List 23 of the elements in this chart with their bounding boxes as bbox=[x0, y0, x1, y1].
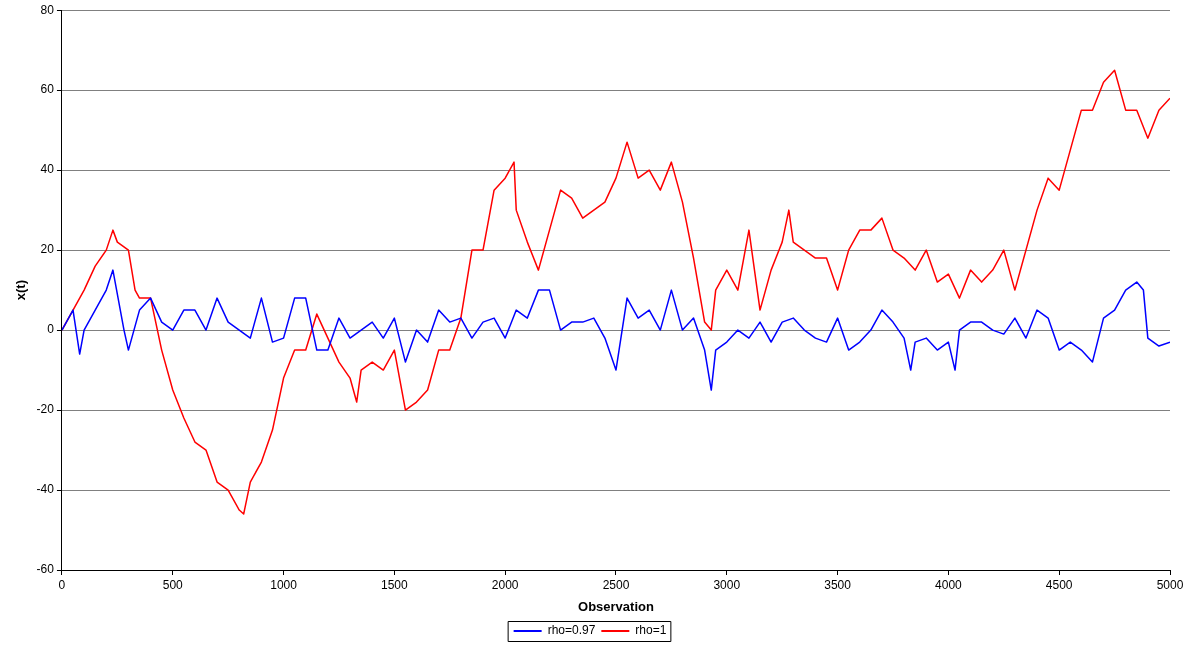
y-tick-label: 80 bbox=[40, 2, 55, 17]
x-tick-label: 2000 bbox=[491, 577, 519, 592]
x-tick-label: 2500 bbox=[602, 577, 630, 592]
x-tick-label: 1500 bbox=[381, 577, 409, 592]
x-axis-title: Observation bbox=[578, 598, 654, 614]
y-tick-label: 20 bbox=[40, 242, 55, 257]
legend-label: rho=1 bbox=[635, 623, 667, 638]
x-tick-label: 3000 bbox=[713, 577, 741, 592]
x-tick-label: 5000 bbox=[1156, 577, 1184, 592]
y-tick-label: 60 bbox=[40, 82, 55, 97]
y-axis-title: x(t) bbox=[13, 279, 29, 301]
legend-label: rho=0.97 bbox=[547, 623, 596, 638]
y-tick-label: 0 bbox=[47, 322, 55, 337]
x-tick-label: 4000 bbox=[935, 577, 963, 592]
x-tick-label: 1000 bbox=[270, 577, 298, 592]
x-tick-label: 4500 bbox=[1045, 577, 1073, 592]
y-tick-label: -20 bbox=[36, 402, 55, 417]
x-tick-label: 500 bbox=[162, 577, 184, 592]
y-tick-label: -60 bbox=[36, 562, 55, 577]
y-tick-label: -40 bbox=[36, 482, 55, 497]
x-tick-label: 0 bbox=[58, 577, 66, 592]
y-tick-label: 40 bbox=[40, 162, 55, 177]
x-tick-label: 3500 bbox=[824, 577, 852, 592]
